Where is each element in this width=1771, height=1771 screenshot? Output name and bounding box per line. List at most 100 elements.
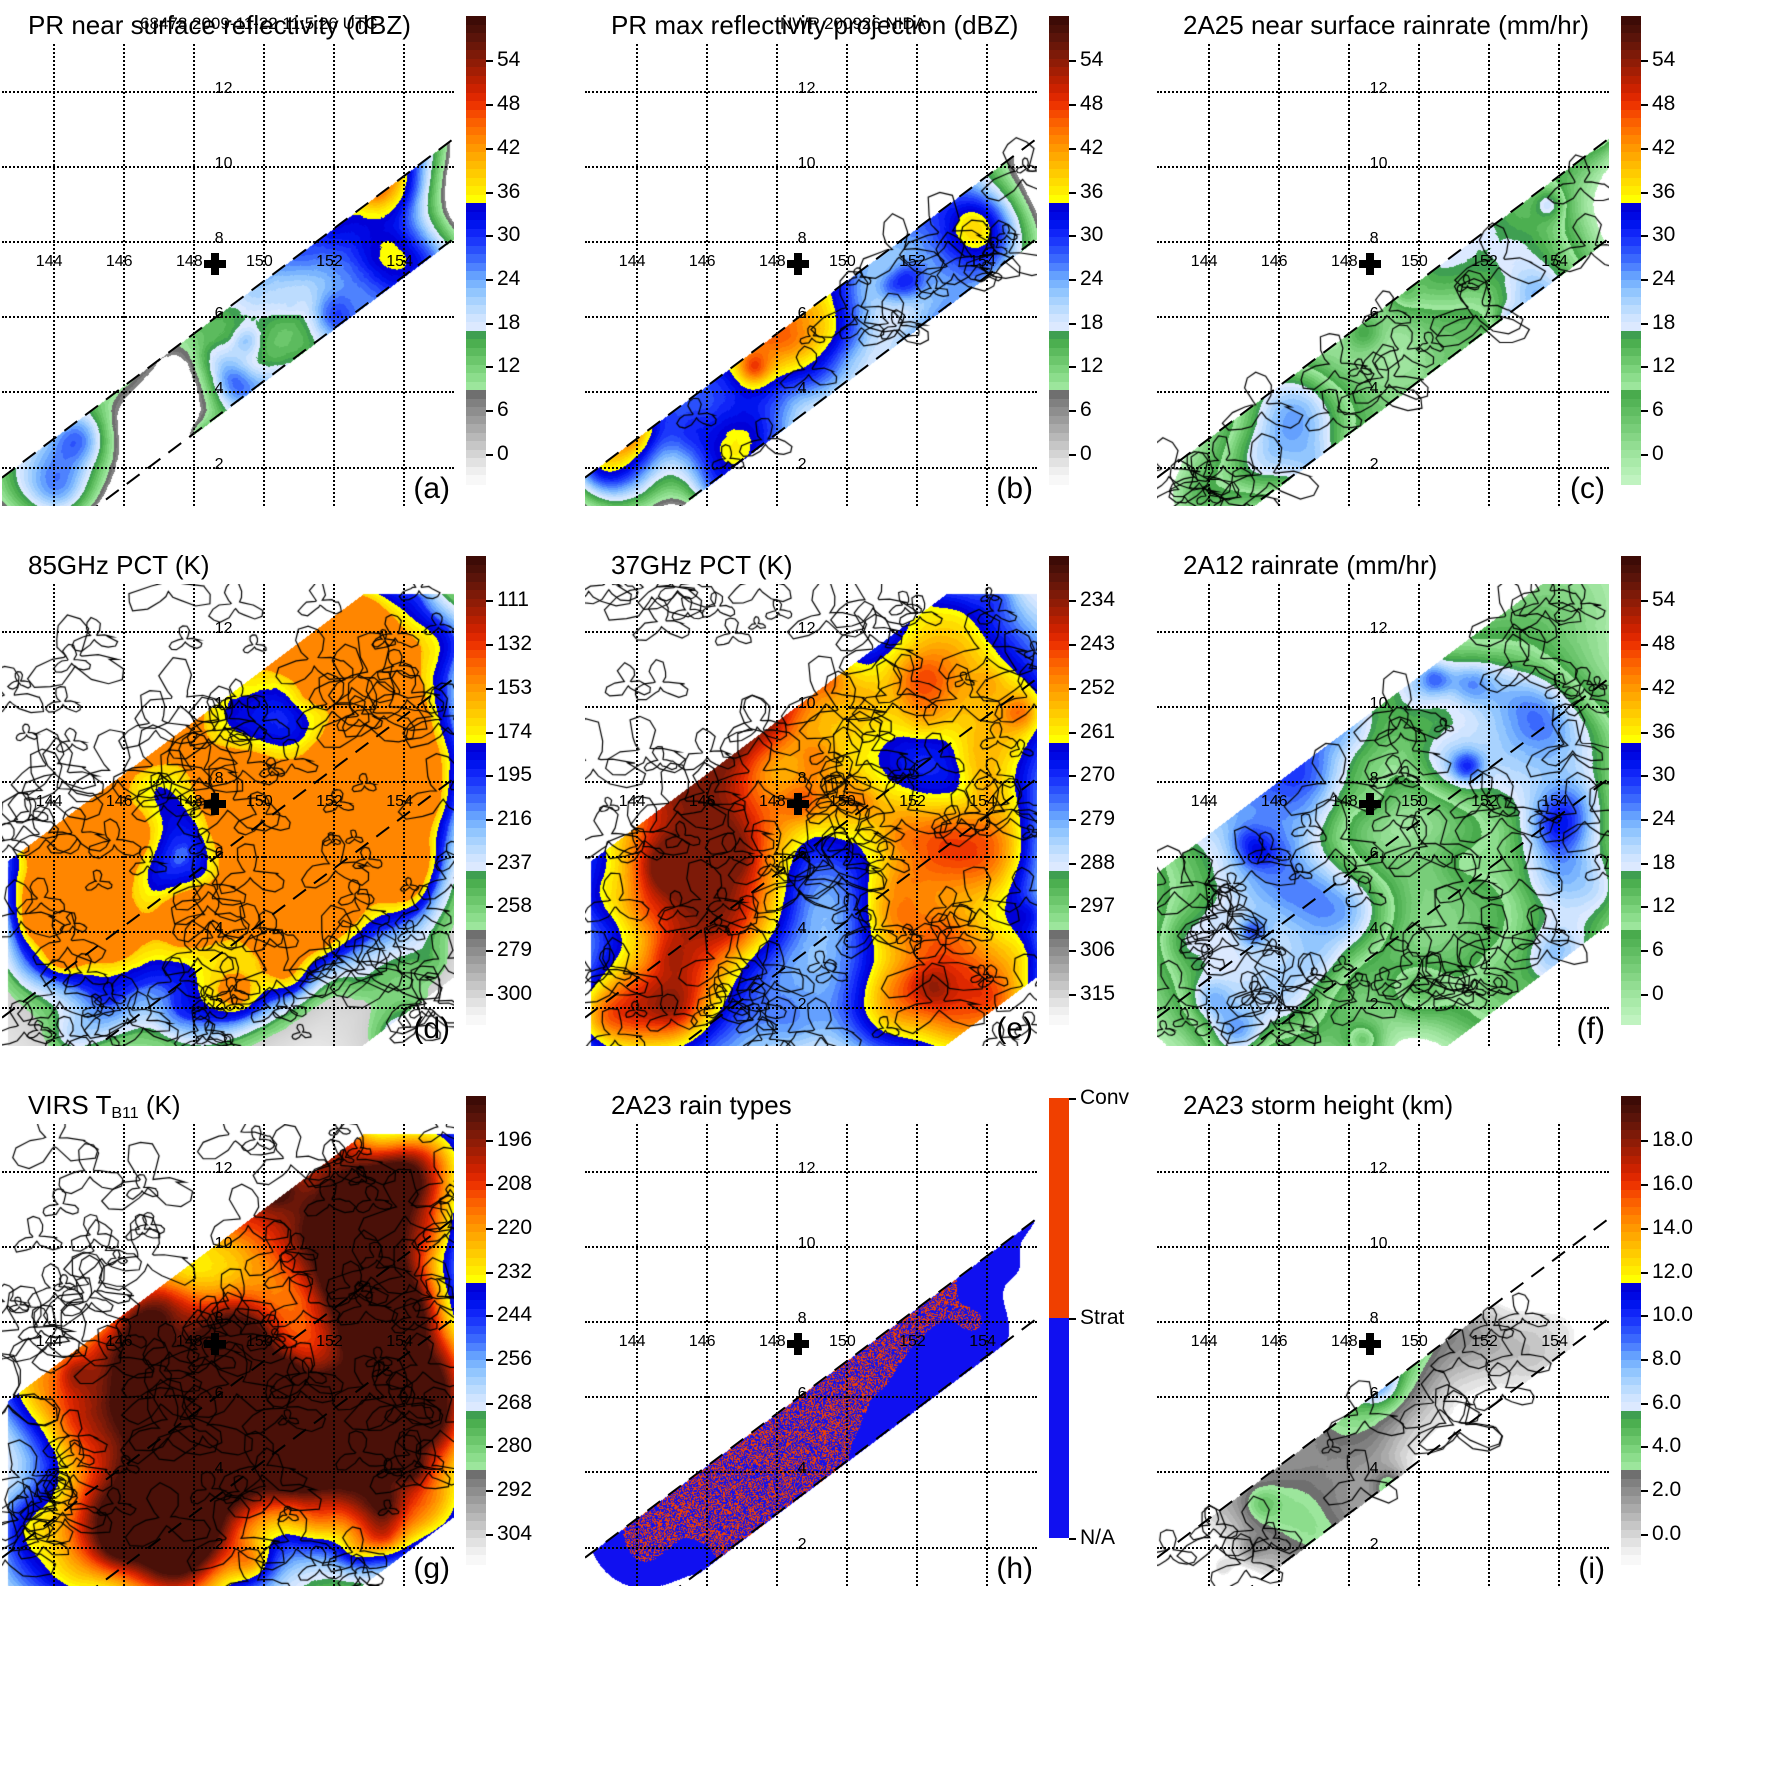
- colorbar-tick: [1641, 1315, 1648, 1318]
- map-h[interactable]: 144 146 148 150 152 154 2 4 6 8 10 12: [585, 1124, 1037, 1586]
- colorbar-segment: [466, 777, 486, 787]
- swath-edge-left: [95, 777, 454, 1046]
- colorbar-tick: [486, 1446, 493, 1449]
- colorbar-segment: [1049, 118, 1069, 128]
- swath-edge-left: [678, 1317, 1037, 1586]
- colorbar-segment: [1621, 41, 1641, 51]
- colorbar-segment: [1049, 564, 1069, 574]
- colorbar-segment: [466, 641, 486, 651]
- colorbar-segment: [466, 220, 486, 230]
- map-i[interactable]: 144 146 148 150 152 154 2 4 6 8 10 12: [1157, 1124, 1609, 1586]
- panel-title-b: PR max reflectivity projection (dBZ): [611, 10, 1019, 40]
- lon-tick-label-146: 146: [688, 252, 716, 270]
- lat-tick-label-2: 2: [797, 1535, 807, 1553]
- map-a[interactable]: 144 146 148 150 152 154 2 4 6 8 10 12: [2, 44, 454, 506]
- colorbar-tick-label: 14.0: [1652, 1215, 1693, 1239]
- colorbar-segment: [466, 1198, 486, 1208]
- swath-edges-b: [585, 137, 1037, 506]
- colorbar-segment: [466, 169, 486, 179]
- lat-tick-label-2: 2: [214, 455, 224, 473]
- lon-tick-label-144: 144: [618, 1332, 646, 1350]
- colorbar-segment: [466, 1206, 486, 1216]
- colorbar-tick: [1641, 1271, 1648, 1274]
- colorbar-segment: [1621, 658, 1641, 668]
- colorbar-tick-label: 6.0: [1652, 1390, 1682, 1414]
- gridline-lat-8: [1157, 781, 1609, 784]
- colorbar-segment: [1049, 339, 1069, 349]
- colorbar-tick-label: 8.0: [1652, 1346, 1682, 1370]
- map-e[interactable]: 144 146 148 150 152 154 2 4 6 8 10 12: [585, 584, 1037, 1046]
- colorbar-segment: [466, 1359, 486, 1369]
- gridline-lon-150: [1418, 1124, 1421, 1586]
- colorbar-segment: [466, 254, 486, 264]
- colorbar-tick: [1641, 366, 1648, 369]
- colorbar-segment: [466, 381, 486, 391]
- colorbar-tick-label: 18: [1652, 850, 1676, 874]
- colorbar-segment: [466, 33, 486, 43]
- gridline-lon-150: [1418, 44, 1421, 506]
- colorbar-segment: [1049, 407, 1069, 417]
- map-d[interactable]: 144 146 148 150 152 154 2 4 6 8 10 12: [2, 584, 454, 1046]
- lat-tick-label-10: 10: [214, 1235, 233, 1253]
- colorbar-segment: [466, 794, 486, 804]
- lon-tick-label-154: 154: [1541, 792, 1568, 810]
- colorbar-tick: [486, 1315, 493, 1318]
- colorbar-segment: [466, 475, 486, 485]
- lat-tick-label-6: 6: [1369, 1385, 1379, 1403]
- colorbar-segment: [1621, 930, 1641, 940]
- gridline-lat-6: [1157, 1396, 1609, 1399]
- colorbar-segment: [1621, 879, 1641, 889]
- colorbar-segment: [1621, 1206, 1641, 1216]
- colorbar-segment: [1621, 887, 1641, 897]
- colorbar-segment: [1049, 330, 1069, 340]
- lat-tick-label-8: 8: [797, 770, 807, 788]
- swath-raster-d: [2, 584, 454, 1046]
- gridline-lon-146: [1277, 584, 1280, 1046]
- colorbar-segment: [466, 692, 486, 702]
- colorbar-segment: [466, 84, 486, 94]
- colorbar-segment: [466, 211, 486, 221]
- gridline-lon-146: [122, 584, 125, 1046]
- colorbar-segment: [466, 649, 486, 659]
- gridline-lon-144: [1207, 1124, 1210, 1586]
- colorbar-segment: [1049, 296, 1069, 306]
- colorbar-segment: [466, 449, 486, 460]
- colorbar-segment: [1621, 828, 1641, 838]
- storm-center-cross-icon: [203, 1333, 226, 1356]
- colorbar-tick-label: 18: [1080, 310, 1104, 334]
- colorbar-tick-label: 54: [497, 48, 521, 72]
- colorbar-segment: [466, 1495, 486, 1505]
- colorbar-segment: [1049, 449, 1069, 460]
- colorbar-segment: [1049, 313, 1069, 323]
- colorbar-segment: [1049, 1006, 1069, 1017]
- colorbar-tick: [1641, 1446, 1648, 1449]
- lat-tick-label-4: 4: [214, 1460, 224, 1478]
- gridline-lat-6: [585, 1396, 1037, 1399]
- gridline-lat-4: [585, 931, 1037, 934]
- map-b[interactable]: 144 146 148 150 152 154 2 4 6 8 10 12: [585, 44, 1037, 506]
- colorbar-segment: [1049, 203, 1069, 213]
- lon-tick-label-146: 146: [688, 792, 716, 810]
- map-c[interactable]: 144 146 148 150 152 154 2 4 6 8 10 12: [1157, 44, 1609, 506]
- map-f[interactable]: 144 146 148 150 152 154 2 4 6 8 10 12: [1157, 584, 1609, 1046]
- swath-edges-c: [1157, 137, 1609, 506]
- colorbar-segment: [466, 58, 486, 68]
- colorbar-segment: [1621, 1555, 1641, 1565]
- colorbar-segment: [1621, 24, 1641, 34]
- lat-tick-label-10: 10: [214, 155, 233, 173]
- lat-tick-label-6: 6: [214, 1385, 224, 1403]
- colorbar-tick-label: 268: [497, 1390, 533, 1414]
- colorbar-tick-label: 42: [1652, 135, 1676, 159]
- colorbar-tick-label: 306: [1080, 937, 1116, 961]
- colorbar-segment: [1049, 135, 1069, 145]
- colorbar-gradient: [1621, 16, 1641, 485]
- colorbar-segment: [1621, 1104, 1641, 1114]
- lat-tick-label-8: 8: [1369, 770, 1379, 788]
- colorbar-segment: [1621, 262, 1641, 272]
- map-g[interactable]: 144 146 148 150 152 154 2 4 6 8 10 12: [2, 1124, 454, 1586]
- colorbar-segment: [1621, 845, 1641, 855]
- panel-label-e: (e): [996, 1012, 1033, 1045]
- colorbar-segment: [466, 1453, 486, 1463]
- gridline-lat-4: [2, 1471, 454, 1474]
- colorbar-segment: [1049, 101, 1069, 111]
